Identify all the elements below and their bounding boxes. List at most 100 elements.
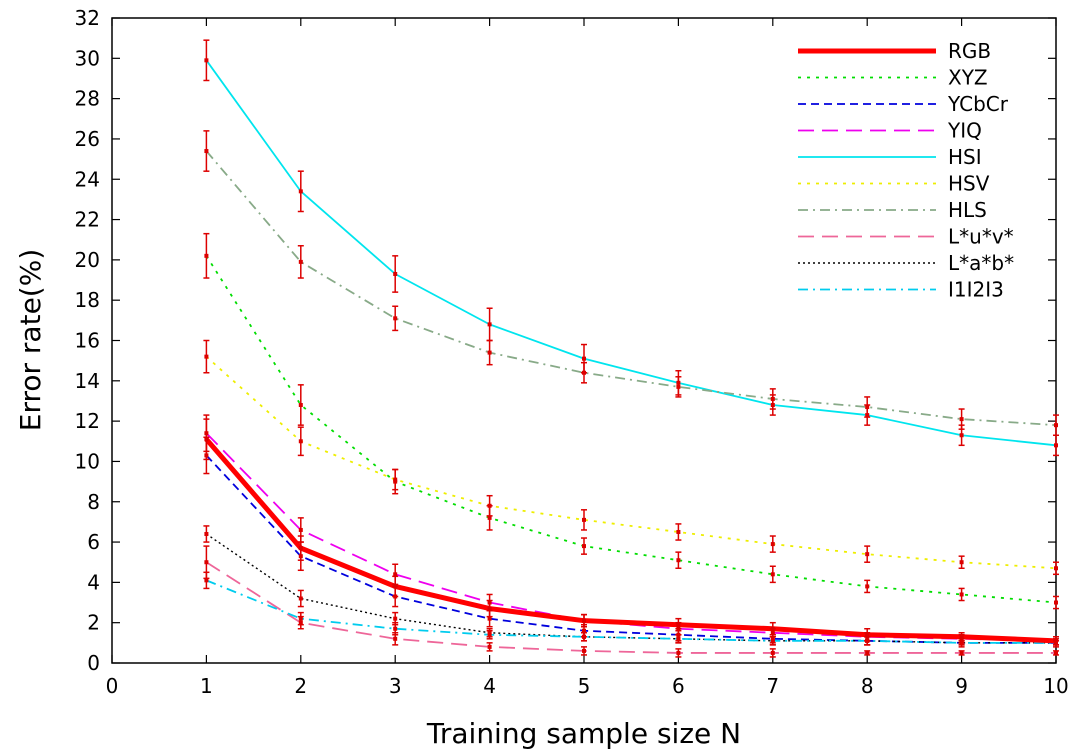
error-bar xyxy=(581,632,587,642)
error-bar xyxy=(769,565,776,584)
error-bar xyxy=(392,563,399,586)
x-tick-label: 3 xyxy=(389,674,402,698)
y-tick-label: 22 xyxy=(75,208,100,232)
axis-ticks: 0 1 2 3 4 5 6 7 8 9 100246810121416182022242628303… xyxy=(75,6,1069,698)
legend-item: L*a*b* xyxy=(798,251,1014,275)
x-tick-label: 4 xyxy=(483,674,496,698)
error-bar xyxy=(864,396,871,418)
legend-label: YCbCr xyxy=(947,92,1009,116)
error-bar xyxy=(203,130,210,172)
legend-label: HSV xyxy=(948,172,990,196)
series-line-2 xyxy=(205,454,1056,644)
plot-frame xyxy=(111,17,1057,664)
error-bar xyxy=(297,245,304,279)
series-line-7 xyxy=(205,561,1056,654)
y-tick-label: 24 xyxy=(75,167,100,191)
error-bar xyxy=(486,494,493,517)
x-tick-label: 5 xyxy=(578,674,591,698)
error-bar xyxy=(958,640,965,646)
error-bar xyxy=(203,414,210,453)
error-bar xyxy=(581,613,587,628)
x-tick-label: 2 xyxy=(294,674,307,698)
y-tick-label: 2 xyxy=(87,611,100,635)
error-bar xyxy=(486,642,493,652)
y-axis-label: Error rate(%) xyxy=(14,249,47,431)
x-tick-label: 10 xyxy=(1043,674,1068,698)
error-bar xyxy=(864,636,871,646)
series-line-4 xyxy=(205,59,1057,447)
x-axis-label: Training sample size N xyxy=(426,717,741,750)
error-bar xyxy=(297,611,304,626)
error-bar xyxy=(769,648,776,658)
x-tick-label: 9 xyxy=(955,674,968,698)
error-bar xyxy=(297,517,304,543)
error-bar xyxy=(581,537,587,555)
legend-item: HSI xyxy=(798,145,982,169)
error-bar xyxy=(1053,640,1059,646)
series-line-6 xyxy=(205,150,1057,427)
error-bar xyxy=(203,232,210,279)
y-tick-label: 20 xyxy=(75,248,100,272)
legend-item: HSV xyxy=(798,172,990,196)
error-bar xyxy=(1053,650,1059,656)
y-tick-label: 10 xyxy=(75,449,100,473)
error-bar xyxy=(486,630,493,640)
legend-label: HLS xyxy=(948,198,987,222)
y-tick-label: 16 xyxy=(75,329,100,353)
error-bar xyxy=(864,545,871,563)
y-tick-label: 28 xyxy=(75,87,100,111)
x-tick-label: 1 xyxy=(200,674,213,698)
error-bar xyxy=(581,509,587,531)
y-tick-label: 14 xyxy=(75,369,100,393)
legend-item: RGB xyxy=(798,39,991,63)
error-bar xyxy=(486,593,493,612)
error-bar xyxy=(581,361,587,384)
error-bar xyxy=(392,255,399,293)
error-bar xyxy=(864,579,871,594)
error-bar xyxy=(958,650,965,656)
legend-item: I1I2I3 xyxy=(798,278,1004,302)
legend-label: YIQ xyxy=(947,119,982,143)
error-bar xyxy=(486,339,493,366)
x-tick-label: 0 xyxy=(106,674,119,698)
error-bar xyxy=(203,525,210,543)
error-bar xyxy=(958,555,965,570)
y-tick-label: 12 xyxy=(75,409,100,433)
legend-item: L*u*v* xyxy=(798,225,1014,249)
legend-item: YIQ xyxy=(798,119,982,143)
y-tick-label: 18 xyxy=(75,288,100,312)
error-bar xyxy=(675,551,682,570)
y-tick-label: 4 xyxy=(87,570,100,594)
error-bar xyxy=(675,648,682,658)
error-bar xyxy=(769,535,776,553)
error-bar xyxy=(297,170,304,213)
series-layer xyxy=(204,59,1057,654)
error-bar xyxy=(958,587,965,602)
series-line-3 xyxy=(205,432,1057,642)
series-line-5 xyxy=(205,355,1057,570)
error-bar xyxy=(958,408,965,430)
y-tick-label: 6 xyxy=(87,530,100,554)
x-tick-label: 6 xyxy=(672,674,685,698)
y-tick-label: 32 xyxy=(75,6,100,30)
legend-label: L*u*v* xyxy=(948,225,1014,249)
error-bar xyxy=(203,39,210,82)
legend-label: I1I2I3 xyxy=(948,278,1004,302)
series-line-9 xyxy=(206,579,1056,644)
y-tick-label: 0 xyxy=(87,651,100,675)
error-bar xyxy=(769,388,776,410)
error-bar xyxy=(203,571,210,590)
error-bar xyxy=(297,384,304,426)
error-bar xyxy=(1053,595,1059,610)
legend-item: YCbCr xyxy=(798,92,1009,116)
error-bar xyxy=(581,646,587,656)
legend-label: RGB xyxy=(948,39,991,63)
error-bar xyxy=(392,305,399,332)
error-bar xyxy=(675,376,682,398)
error-bar xyxy=(1053,414,1059,436)
series-line-1 xyxy=(205,255,1057,604)
error-bar xyxy=(675,523,682,541)
error-bar xyxy=(769,636,776,646)
